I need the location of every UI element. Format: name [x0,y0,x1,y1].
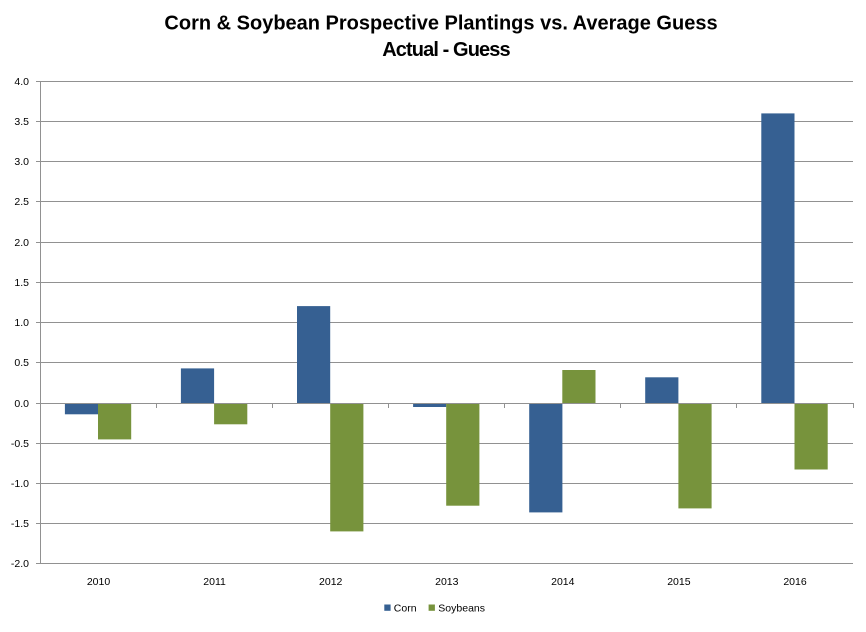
svg-text:2012: 2012 [319,576,343,588]
svg-text:-1.0: -1.0 [11,478,29,490]
svg-text:4.0: 4.0 [14,76,29,88]
svg-text:0.5: 0.5 [14,357,29,369]
svg-text:2010: 2010 [87,576,111,588]
svg-text:-2.0: -2.0 [11,558,29,570]
svg-text:Soybeans: Soybeans [438,603,485,615]
svg-text:-1.5: -1.5 [11,518,29,530]
svg-text:2015: 2015 [667,576,691,588]
svg-text:3.5: 3.5 [14,116,29,128]
svg-text:3.0: 3.0 [14,156,29,168]
svg-text:2.5: 2.5 [14,196,29,208]
svg-text:2014: 2014 [551,576,575,588]
svg-text:0.0: 0.0 [14,398,29,410]
svg-text:2011: 2011 [203,576,226,588]
svg-text:-0.5: -0.5 [11,438,29,450]
svg-text:Corn: Corn [394,603,417,615]
svg-text:Corn & Soybean Prospective Pla: Corn & Soybean Prospective Plantings vs.… [164,13,717,35]
svg-text:2.0: 2.0 [14,237,29,249]
svg-text:2016: 2016 [783,576,807,588]
svg-text:1.0: 1.0 [14,317,29,329]
svg-text:Actual - Guess: Actual - Guess [382,39,510,61]
svg-text:2013: 2013 [435,576,459,588]
svg-text:1.5: 1.5 [14,277,29,289]
